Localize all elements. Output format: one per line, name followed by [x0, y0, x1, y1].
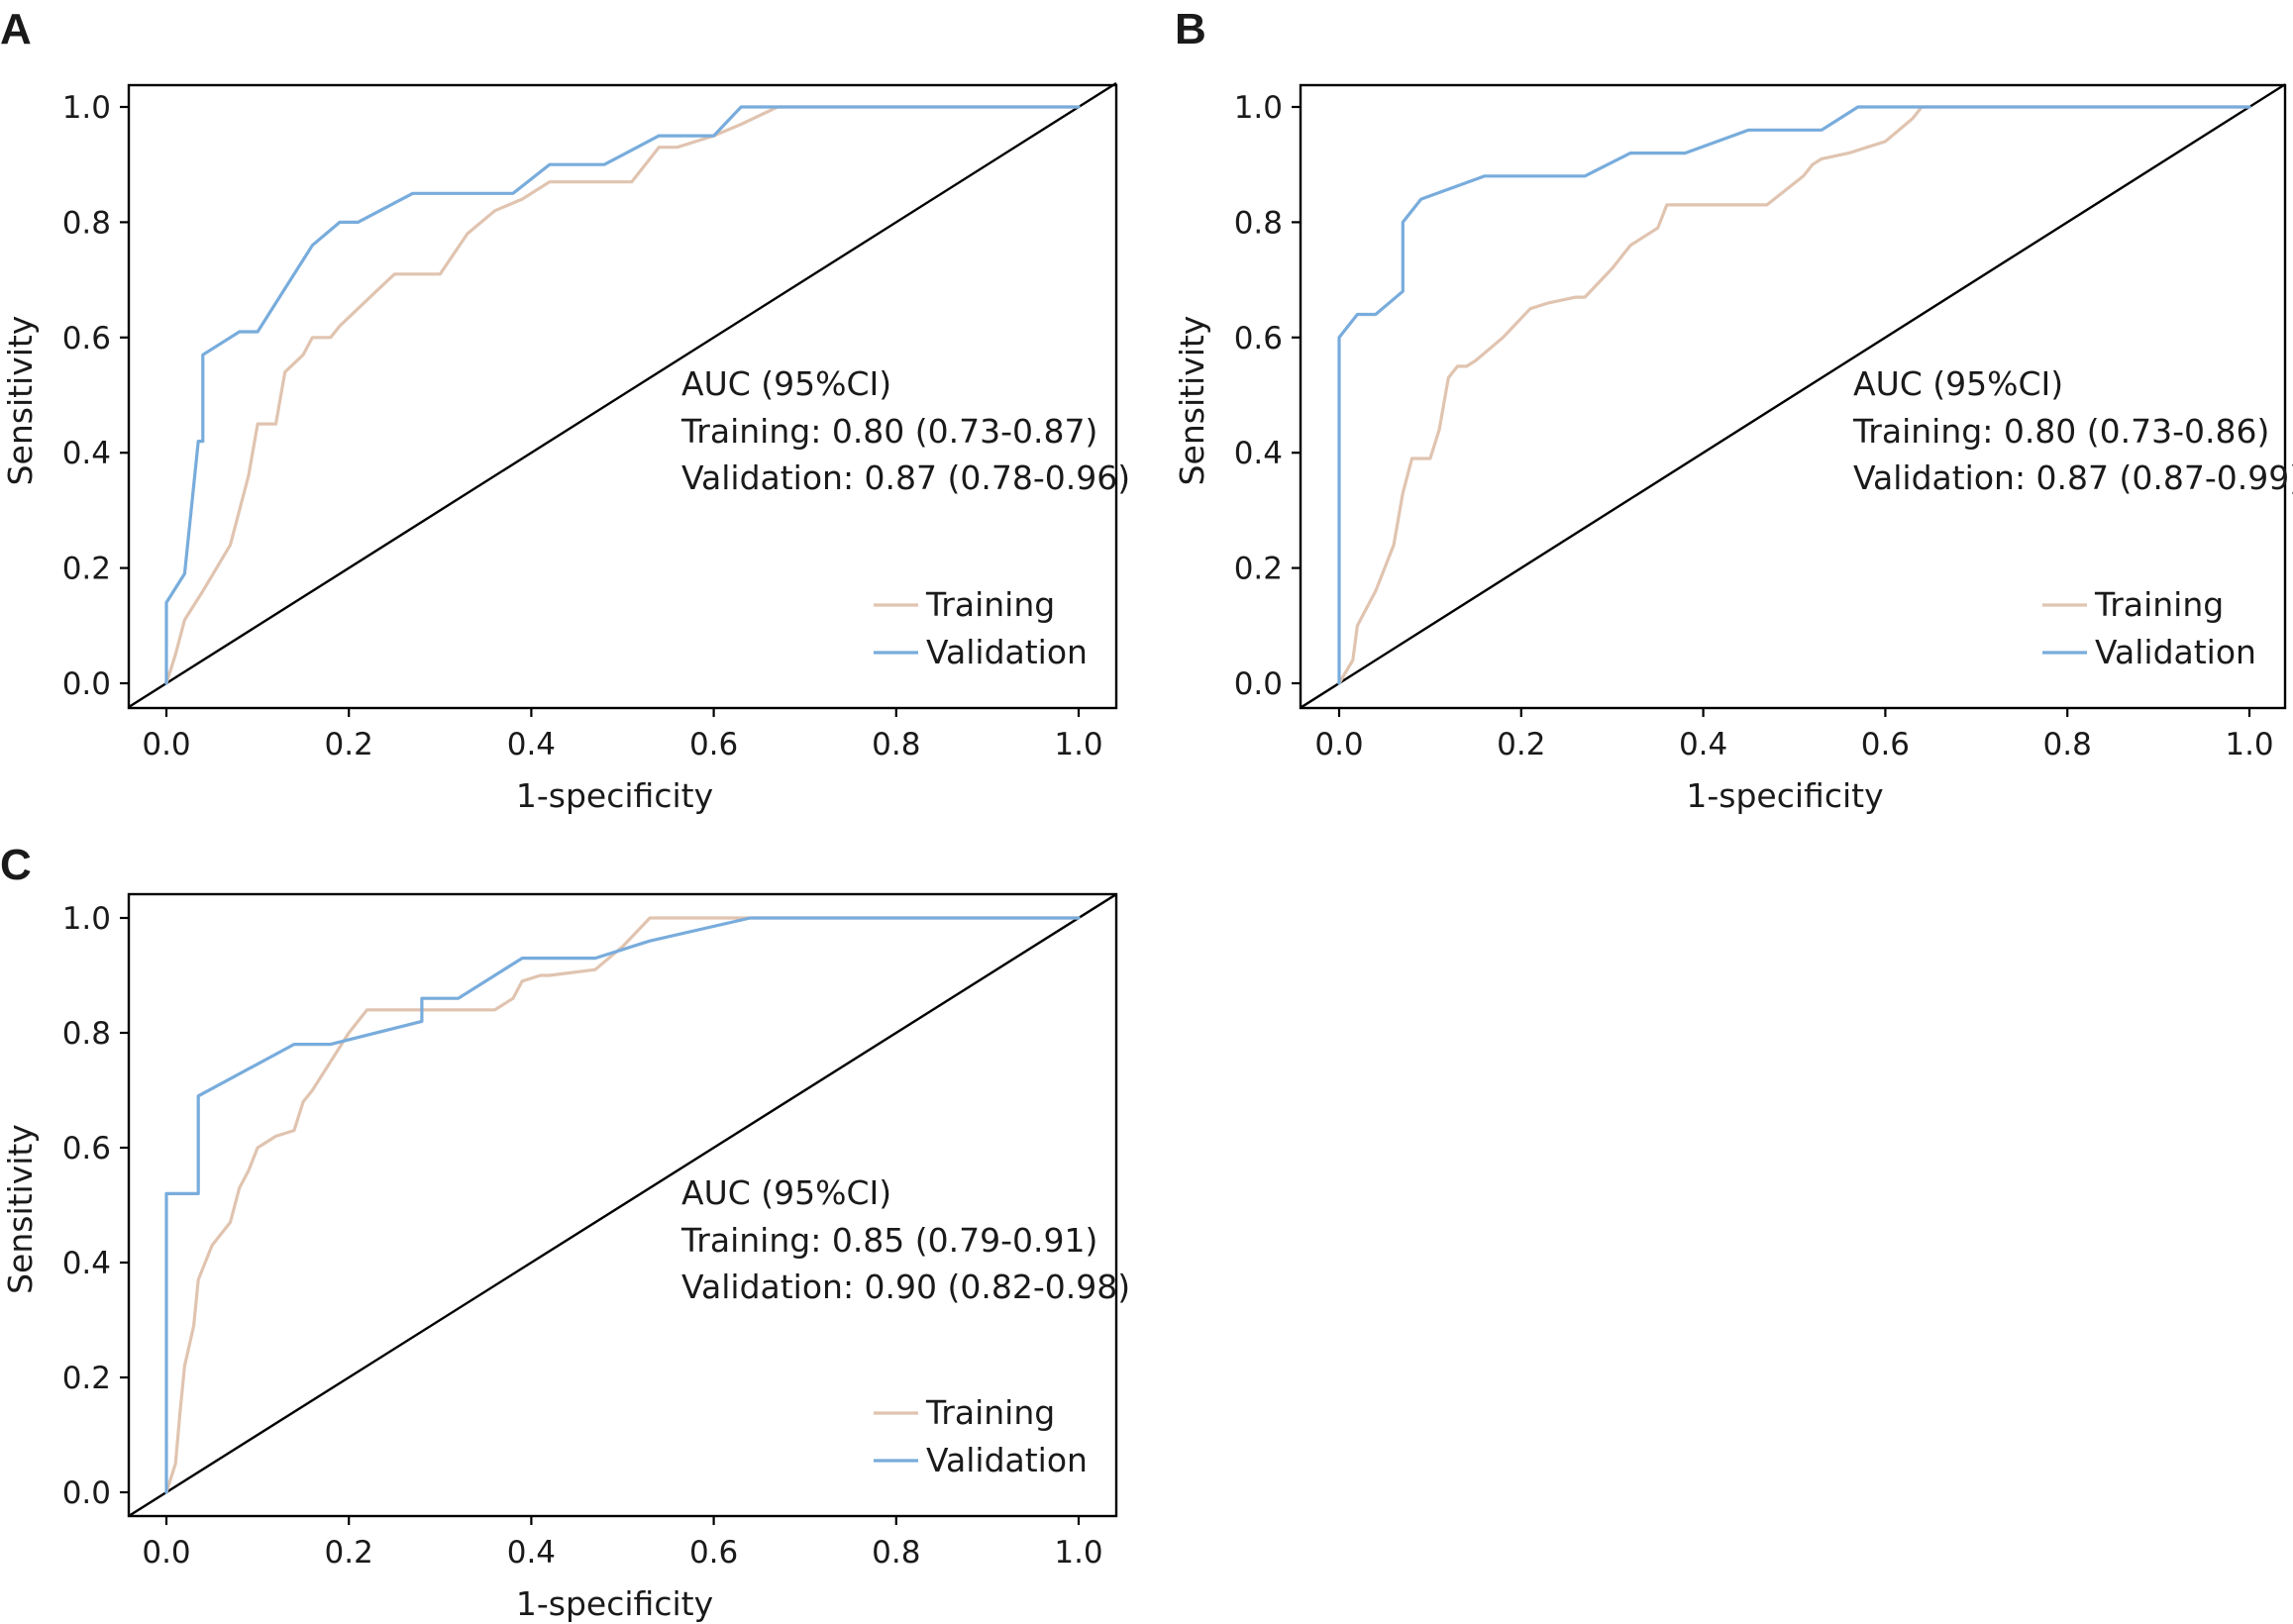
panel-letter: C [0, 841, 32, 889]
y-tick-label: 0.2 [1234, 552, 1283, 587]
roc-panel-b: B 0.0 0.2 0.4 0.6 0.8 1.0 0.0 0.2 0.4 0.6 0.8 1.0 1-s… [1173, 5, 2293, 815]
reference-diagonal [128, 81, 1117, 709]
series-line-training [164, 916, 1081, 1494]
x-tick-label: 1.0 [2225, 727, 2273, 762]
y-tick-label: 1.0 [62, 90, 111, 126]
legend-label-training: Training [925, 1393, 1055, 1432]
series-line-training [164, 105, 1081, 685]
y-axis-title: Sensitivity [1, 1124, 40, 1294]
x-tick-label: 0.2 [1497, 727, 1545, 762]
panel-letter: A [0, 5, 32, 53]
x-tick-label: 0.8 [872, 727, 920, 762]
y-tick-label: 0.4 [1234, 436, 1283, 471]
legend-label-training: Training [2094, 585, 2224, 624]
y-tick-label: 0.8 [62, 205, 111, 241]
x-tick-label: 0.0 [142, 1535, 190, 1571]
panel-letter: B [1175, 5, 1206, 53]
legend-label-training: Training [925, 585, 1055, 624]
x-tick-label: 0.2 [325, 727, 373, 762]
auc-heading: AUC (95%CI) [681, 364, 891, 403]
auc-training: Training: 0.80 (0.73-0.87) [680, 412, 1097, 451]
y-tick-label: 1.0 [1234, 90, 1283, 126]
x-tick-label: 0.6 [689, 1535, 738, 1571]
auc-validation: Validation: 0.90 (0.82-0.98) [681, 1268, 1130, 1306]
y-tick-label: 1.0 [62, 901, 111, 937]
y-tick-label: 0.0 [62, 666, 111, 702]
x-tick-label: 0.4 [507, 727, 556, 762]
plot-frame [127, 892, 1118, 1518]
auc-validation: Validation: 0.87 (0.78-0.96) [681, 458, 1130, 497]
reference-diagonal [1300, 83, 2286, 709]
x-tick-label: 1.0 [1054, 727, 1102, 762]
x-tick-label: 1.0 [1054, 1535, 1102, 1571]
roc-panel-c: C 0.0 0.2 0.4 0.6 0.8 1.0 0.0 0.2 0.4 0.6 0.8 1.0 1-s… [0, 841, 1130, 1623]
y-tick-label: 0.0 [1234, 666, 1283, 702]
auc-validation: Validation: 0.87 (0.87-0.99) [1853, 458, 2293, 497]
y-tick-label: 0.6 [1234, 321, 1283, 356]
legend-label-validation: Validation [926, 633, 1088, 671]
x-tick-label: 0.6 [1861, 727, 1910, 762]
reference-diagonal [128, 893, 1117, 1517]
y-axis-title: Sensitivity [1, 316, 40, 486]
y-tick-label: 0.2 [62, 552, 111, 587]
plot-frame [1299, 83, 2287, 710]
x-tick-label: 0.4 [1679, 727, 1727, 762]
y-tick-label: 0.6 [62, 321, 111, 356]
x-tick-label: 0.0 [1314, 727, 1363, 762]
auc-training: Training: 0.85 (0.79-0.91) [680, 1221, 1097, 1260]
auc-training: Training: 0.80 (0.73-0.86) [1852, 412, 2269, 451]
y-tick-label: 0.8 [1234, 205, 1283, 241]
x-tick-label: 0.8 [2043, 727, 2092, 762]
y-tick-label: 0.4 [62, 1246, 111, 1281]
x-axis-title: 1-specificity [516, 1584, 713, 1623]
auc-heading: AUC (95%CI) [681, 1173, 891, 1212]
x-tick-label: 0.6 [689, 727, 738, 762]
series-line-validation [164, 916, 1081, 1494]
x-axis-title: 1-specificity [516, 776, 713, 815]
y-tick-label: 0.0 [62, 1475, 111, 1511]
auc-heading: AUC (95%CI) [1853, 364, 2063, 403]
series-line-training [1337, 105, 2251, 685]
plot-frame [127, 83, 1118, 710]
x-tick-label: 0.2 [325, 1535, 373, 1571]
series-line-validation [1337, 105, 2251, 685]
x-tick-label: 0.4 [507, 1535, 556, 1571]
roc-panel-a: A 0.0 0.2 0.4 0.6 0.8 1.0 0.0 0.2 0.4 0.6 0.8 1.0 1-s… [0, 5, 1130, 815]
y-tick-label: 0.6 [62, 1131, 111, 1167]
y-tick-label: 0.4 [62, 436, 111, 471]
x-tick-label: 0.0 [142, 727, 190, 762]
x-axis-title: 1-specificity [1686, 776, 1883, 815]
legend-label-validation: Validation [926, 1441, 1088, 1479]
y-tick-label: 0.8 [62, 1016, 111, 1052]
y-axis-title: Sensitivity [1173, 316, 1211, 486]
series-line-validation [164, 105, 1081, 685]
legend-label-validation: Validation [2095, 633, 2256, 671]
y-tick-label: 0.2 [62, 1361, 111, 1396]
x-tick-label: 0.8 [872, 1535, 920, 1571]
